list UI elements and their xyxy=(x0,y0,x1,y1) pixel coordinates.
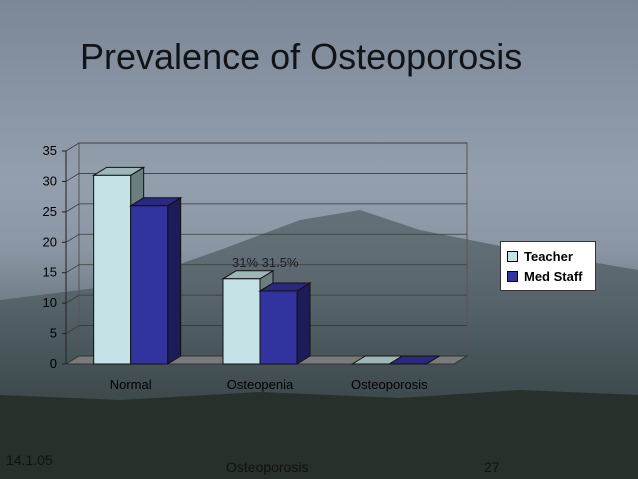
gridline xyxy=(65,264,467,274)
gridline xyxy=(65,325,467,334)
bar-front-face xyxy=(259,290,298,365)
y-tick-label: 15 xyxy=(43,265,57,280)
x-category-label: Osteoporosis xyxy=(351,377,428,392)
y-tick-label: 25 xyxy=(43,204,57,219)
y-tick-label: 5 xyxy=(50,326,57,341)
chart-legend: Teacher Med Staff xyxy=(500,241,596,291)
legend-swatch-med-staff xyxy=(507,270,518,282)
y-tick-label: 20 xyxy=(43,234,57,249)
gridline xyxy=(65,294,467,304)
gridline xyxy=(65,203,467,213)
x-category-label: Osteopenia xyxy=(227,377,294,392)
legend-item-teacher: Teacher xyxy=(507,246,589,266)
legend-label-med-staff: Med Staff xyxy=(524,268,583,284)
bar-top-face xyxy=(387,355,442,365)
legend-swatch-teacher xyxy=(507,250,518,262)
y-tick-label: 35 xyxy=(43,143,57,158)
x-category-label: Normal xyxy=(110,377,152,392)
y-tick-label: 0 xyxy=(50,356,57,371)
footer-topic: Osteoporosis xyxy=(226,459,309,475)
bar-side-face xyxy=(296,282,311,365)
legend-label-teacher: Teacher xyxy=(524,248,573,264)
y-tick-label: 10 xyxy=(43,295,57,310)
ground-silhouette xyxy=(0,390,638,479)
bar-front-face xyxy=(130,205,169,365)
bar-side-face xyxy=(167,196,182,365)
bar-med-staff-osteopenia xyxy=(258,282,312,365)
y-tick-label: 30 xyxy=(43,173,57,188)
bar-med-staff-osteoporosis xyxy=(387,355,442,365)
gridline xyxy=(65,173,467,182)
footer-page-number: 27 xyxy=(484,459,500,475)
bar-front-face xyxy=(222,278,261,365)
legend-item-med-staff: Med Staff xyxy=(507,266,589,286)
gridline xyxy=(65,233,467,243)
gridline xyxy=(65,142,467,152)
slide-title: Prevalence of Osteoporosis xyxy=(80,36,523,77)
bar-med-staff-normal xyxy=(128,196,183,365)
chart-annotation: 31% 31.5% xyxy=(232,255,299,270)
footer-date: 14.1.05 xyxy=(6,452,53,468)
bar-front-face xyxy=(93,174,132,365)
